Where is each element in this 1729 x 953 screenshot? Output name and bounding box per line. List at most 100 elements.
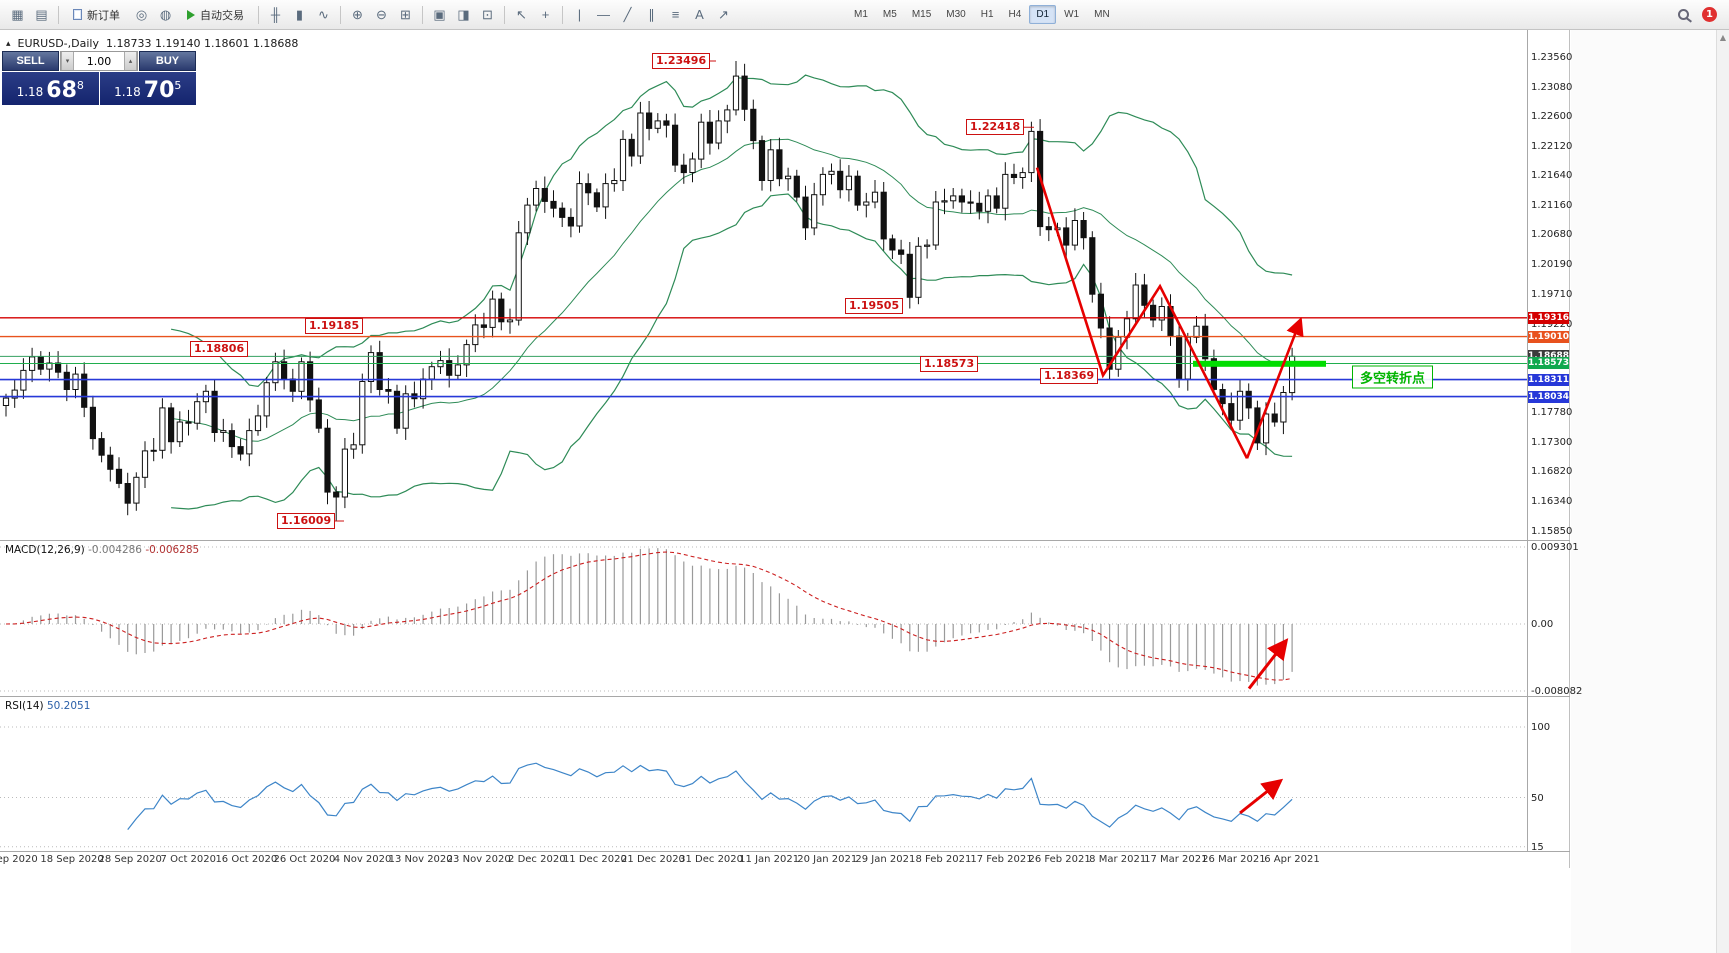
price-chart[interactable] — [0, 30, 1570, 540]
macd-axis-label: 0.009301 — [1531, 542, 1579, 553]
projection-arrow[interactable] — [1245, 317, 1304, 459]
support-zone-highlight[interactable] — [1193, 360, 1326, 367]
price-axis-label: 1.19220 — [1531, 318, 1573, 330]
auto-scroll-icon[interactable]: ⊞ — [394, 4, 417, 26]
window-scrollbar[interactable]: ▲ — [1716, 30, 1729, 953]
tile-windows-icon[interactable]: ▣ — [428, 4, 451, 26]
notification-badge[interactable]: 1 — [1702, 7, 1717, 22]
bar-chart-icon[interactable]: ╫ — [264, 4, 287, 26]
price-axis-divider — [1527, 30, 1528, 851]
price-axis-label: 1.17780 — [1531, 407, 1573, 419]
date-axis-label: 17 Mar 2021 — [1144, 854, 1208, 865]
symbols-icon[interactable]: ◎ — [130, 4, 153, 26]
timeframe-button-h1[interactable]: H1 — [974, 5, 1001, 24]
price-callout[interactable]: 1.22418 — [966, 119, 1025, 136]
cursor-icon[interactable]: ↖ — [510, 4, 533, 26]
toolbar-separator — [58, 5, 59, 24]
date-axis-label: 21 Dec 2020 — [621, 854, 685, 865]
trendline-icon[interactable]: ╱ — [616, 4, 639, 26]
toolbar-separator — [504, 5, 505, 24]
depth-of-market-icon[interactable]: ◍ — [154, 4, 177, 26]
panel-divider[interactable] — [0, 696, 1570, 697]
text-icon[interactable]: A — [688, 4, 711, 26]
volume-decrease-button[interactable]: ▾ — [61, 52, 74, 70]
date-axis-label: 26 Feb 2021 — [1028, 854, 1091, 865]
autotrading-button[interactable]: 自动交易 — [178, 4, 253, 26]
rsi-indicator-chart[interactable] — [0, 697, 1570, 851]
cascade-windows-icon[interactable]: ◨ — [452, 4, 475, 26]
panel-divider[interactable] — [0, 540, 1570, 541]
zoom-in-icon[interactable]: ⊕ — [346, 4, 369, 26]
arrows-icon[interactable]: ↗ — [712, 4, 735, 26]
new-window-icon[interactable]: ⊡ — [476, 4, 499, 26]
date-axis-label: 26 Mar 2021 — [1202, 854, 1266, 865]
new-order-button[interactable]: 新订单 — [64, 4, 129, 26]
line-chart-icon[interactable]: ∿ — [312, 4, 335, 26]
bollinger-bands — [170, 74, 1293, 510]
date-axis-label: 17 Feb 2021 — [970, 854, 1033, 865]
price-axis-label: 1.23560 — [1531, 52, 1573, 64]
window-arrange-group: ▣ ◨ ⊡ — [428, 4, 499, 26]
price-callout[interactable]: 1.19185 — [305, 317, 364, 334]
timeframe-button-w1[interactable]: W1 — [1057, 5, 1086, 24]
price-callout[interactable]: 1.19505 — [845, 298, 904, 315]
sell-button[interactable]: SELL — [2, 51, 59, 71]
timeframe-button-m15[interactable]: M15 — [905, 5, 938, 24]
timeframe-button-m5[interactable]: M5 — [876, 5, 904, 24]
rsi-up-arrow[interactable] — [1239, 778, 1284, 815]
macd-indicator-chart[interactable] — [0, 541, 1570, 696]
timeframe-button-mn[interactable]: MN — [1087, 5, 1117, 24]
price-callout[interactable]: 1.23496 — [652, 53, 711, 69]
trend-zigzag-line[interactable] — [1035, 167, 1249, 459]
timeframe-button-m1[interactable]: M1 — [847, 5, 875, 24]
macd-axis-label: -0.008082 — [1531, 685, 1583, 697]
channel-icon[interactable]: ∥ — [640, 4, 663, 26]
date-axis-label: 26 Oct 2020 — [273, 854, 336, 865]
market-icons-group: ◎ ◍ — [130, 4, 177, 26]
timeframe-button-h4[interactable]: H4 — [1002, 5, 1029, 24]
candlestick-chart-icon[interactable]: ▮ — [288, 4, 311, 26]
date-axis-label: 8 Mar 2021 — [1089, 854, 1147, 865]
macd-up-arrow[interactable] — [1247, 638, 1289, 690]
horizontal-line-icon[interactable]: — — [592, 4, 615, 26]
chart-title: ▴ EURUSD-,Daily 1.18733 1.19140 1.18601 … — [6, 37, 298, 50]
sell-price-button[interactable]: 1.18 68 8 — [2, 72, 99, 105]
price-callout[interactable]: 1.18806 — [190, 341, 249, 358]
date-axis-label: 4 Nov 2020 — [333, 854, 392, 865]
chart-symbol-period: EURUSD-,Daily — [17, 37, 99, 50]
chart-profiles-icon[interactable]: ▤ — [30, 4, 53, 26]
timeframe-button-m30[interactable]: M30 — [939, 5, 972, 24]
search-icon[interactable] — [1678, 9, 1689, 20]
rsi-axis-label: 15 — [1531, 841, 1544, 853]
price-callout[interactable]: 1.18369 — [1040, 368, 1099, 384]
timeframe-button-d1[interactable]: D1 — [1029, 5, 1057, 24]
main-toolbar: ▦ ▤ 新订单 ◎ ◍ 自动交易 ╫ ▮ ∿ ⊕ ⊖ ⊞ ▣ ◨ ⊡ ↖ + | — ╱ ∥ ≡ A ↗ M1… — [0, 0, 1729, 30]
annotation-note[interactable]: 多空转折点 — [1352, 365, 1434, 389]
autotrading-play-icon — [187, 9, 195, 20]
candlesticks[interactable] — [2, 61, 1296, 521]
date-axis-label: 11 Jan 2021 — [739, 854, 800, 865]
crosshair-icon[interactable]: + — [534, 4, 557, 26]
fibonacci-icon[interactable]: ≡ — [664, 4, 687, 26]
chart-ohlc-values: 1.18733 1.19140 1.18601 1.18688 — [105, 37, 299, 50]
price-axis-label: 1.19710 — [1531, 288, 1573, 300]
volume-increase-button[interactable]: ▴ — [124, 52, 137, 70]
one-click-toggle-icon[interactable]: ▴ — [6, 38, 11, 49]
vertical-line-icon[interactable]: | — [568, 4, 591, 26]
volume-input[interactable] — [74, 52, 124, 70]
price-callout[interactable]: 1.18573 — [920, 355, 979, 372]
chart-type-group: ╫ ▮ ∿ — [264, 4, 335, 26]
toolbar-separator — [340, 5, 341, 24]
price-callout[interactable]: 1.16009 — [277, 513, 336, 529]
price-tag: 1.19010 — [1528, 330, 1569, 343]
zoom-out-icon[interactable]: ⊖ — [370, 4, 393, 26]
date-axis-label: Sep 2020 — [0, 854, 38, 865]
new-chart-icon[interactable]: ▦ — [6, 4, 29, 26]
price-tag: 1.19316 — [1528, 311, 1569, 324]
date-axis-label: 31 Dec 2020 — [679, 854, 744, 865]
scroll-up-icon[interactable]: ▲ — [1719, 33, 1727, 42]
buy-button[interactable]: BUY — [139, 51, 196, 71]
buy-price-button[interactable]: 1.18 70 5 — [99, 72, 196, 105]
date-axis-label: 8 Feb 2021 — [915, 854, 972, 865]
